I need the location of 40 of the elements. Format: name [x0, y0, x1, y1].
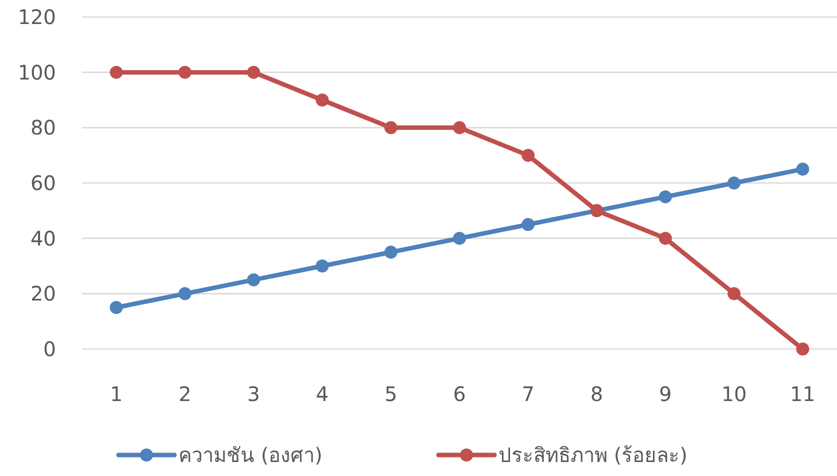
point	[110, 301, 123, 314]
point	[178, 66, 192, 79]
y-tick-label: 100	[18, 60, 56, 84]
point	[728, 287, 741, 300]
y-tick-label: 40	[30, 226, 56, 250]
x-tick-label: 7	[522, 382, 535, 406]
x-tick-label: 10	[721, 382, 747, 406]
point	[316, 260, 329, 272]
x-tick-label: 9	[659, 382, 672, 406]
point	[178, 287, 192, 300]
point	[384, 246, 398, 259]
x-tick-label: 1	[110, 382, 123, 406]
x-tick-label: 2	[178, 382, 192, 406]
x-tick-label: 8	[590, 382, 604, 406]
point	[247, 273, 260, 286]
legend-label: ประสิทธิภาพ (ร้อยละ)	[498, 443, 688, 467]
x-tick-label: 6	[453, 382, 466, 406]
y-tick-label: 20	[30, 282, 56, 306]
point	[316, 94, 329, 106]
point	[796, 162, 810, 176]
x-tick-label: 4	[316, 382, 329, 406]
x-tick-label: 3	[247, 382, 260, 406]
legend-label: ความชัน (องศา)	[178, 443, 322, 467]
x-tick-label: 5	[384, 382, 398, 406]
point	[247, 66, 260, 79]
point	[658, 190, 672, 204]
y-tick-label: 80	[30, 116, 56, 140]
point	[796, 342, 810, 356]
point	[110, 66, 123, 79]
y-tick-label: 60	[30, 171, 56, 195]
y-tick-label: 0	[43, 337, 56, 361]
point	[384, 121, 398, 134]
point	[522, 218, 535, 231]
point	[728, 176, 741, 190]
point	[522, 148, 535, 162]
x-tick-label: 11	[790, 382, 816, 406]
point	[453, 121, 466, 134]
point	[453, 232, 466, 245]
y-tick-label: 120	[18, 5, 56, 29]
point	[658, 232, 672, 245]
